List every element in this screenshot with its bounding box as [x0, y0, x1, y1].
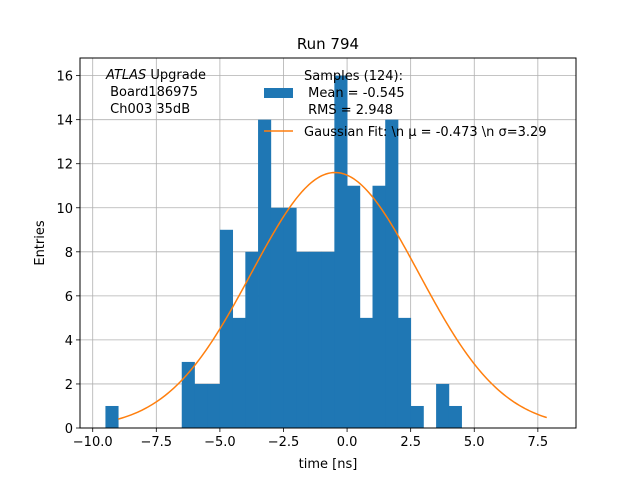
- histogram-bar: [308, 251, 323, 428]
- histogram-bar: [194, 383, 208, 428]
- legend-rms-label: RMS = 2.948: [304, 103, 393, 118]
- histogram-bar: [270, 207, 284, 428]
- legend-histogram-swatch: [264, 88, 293, 98]
- x-tick-label: 2.5: [400, 435, 421, 450]
- histogram-bar: [347, 185, 361, 428]
- y-tick-label: 12: [56, 158, 73, 173]
- histogram-bar: [232, 317, 246, 428]
- legend-samples-label: Samples (124):: [304, 69, 403, 84]
- upgrade-label: Upgrade: [146, 68, 206, 83]
- legend: Samples (124): Mean = -0.545 RMS = 2.948…: [264, 69, 547, 140]
- annotation-board: Board186975: [106, 85, 198, 100]
- x-tick-label: −10.0: [73, 435, 113, 450]
- y-tick-label: 0: [65, 422, 73, 437]
- annotation-channel: Ch003 35dB: [106, 102, 190, 117]
- histogram-bar: [321, 251, 335, 428]
- x-axis-label: time [ns]: [299, 457, 358, 472]
- y-tick-label: 6: [65, 290, 73, 305]
- histogram-bar: [410, 405, 424, 428]
- histogram-bar: [245, 251, 259, 428]
- histogram-bar: [207, 383, 221, 428]
- y-tick-label: 14: [56, 114, 73, 129]
- histogram-bars: [105, 75, 462, 429]
- y-tick-label: 2: [65, 378, 73, 393]
- annotation-line-1: ATLAS Upgrade: [105, 68, 206, 83]
- histogram-bar: [385, 119, 399, 429]
- legend-fit-label: Gaussian Fit: \n μ = -0.473 \n σ=3.29: [304, 125, 547, 140]
- histogram-bar: [296, 251, 310, 428]
- histogram-bar: [181, 361, 195, 428]
- histogram-bar: [219, 229, 234, 428]
- histogram-bar: [258, 119, 272, 429]
- histogram-bar: [397, 317, 412, 428]
- histogram-bar: [283, 207, 297, 428]
- plot-area-frame: [79, 57, 577, 429]
- chart-title: Run 794: [297, 35, 359, 53]
- histogram-bar: [334, 75, 348, 428]
- histogram-bar: [372, 185, 386, 428]
- histogram-bar: [448, 405, 462, 428]
- x-tick-label: 5.0: [464, 435, 485, 450]
- atlas-annotation: ATLAS Upgrade Board186975 Ch003 35dB: [105, 68, 206, 117]
- y-tick-label: 10: [56, 202, 73, 217]
- histogram-bar: [436, 383, 450, 428]
- legend-mean-label: Mean = -0.545: [304, 86, 405, 101]
- atlas-label: ATLAS: [105, 68, 146, 83]
- histogram-bar: [105, 405, 119, 428]
- gaussian-fit-curve: [117, 171, 547, 420]
- x-tick-label: −2.5: [268, 435, 300, 450]
- y-tick-label: 16: [56, 70, 73, 85]
- x-tick-label: −7.5: [141, 435, 173, 450]
- y-tick-label: 4: [65, 334, 73, 349]
- histogram-bar: [359, 317, 373, 428]
- axis-ticks: −10.0 −7.5 −5.0 −2.5 0.0 2.5 5.0 7.5 0 2 4 6 8 10 12 14…: [56, 70, 548, 450]
- fit-layer: [117, 171, 547, 420]
- y-axis-label: Entries: [33, 220, 48, 266]
- x-tick-label: −5.0: [204, 435, 236, 450]
- x-tick-label: 7.5: [528, 435, 549, 450]
- x-tick-label: 0.0: [337, 435, 358, 450]
- y-tick-label: 8: [65, 246, 73, 261]
